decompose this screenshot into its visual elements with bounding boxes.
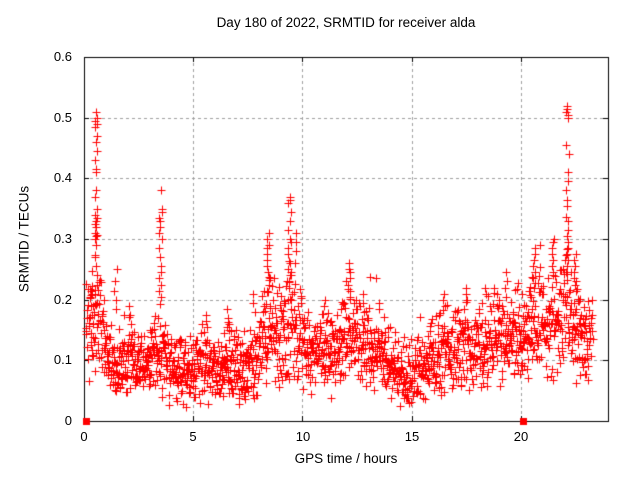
y-tick-label-0.6: 0.6: [53, 49, 72, 64]
x-tick-label-5: 5: [189, 429, 197, 444]
chart-title: Day 180 of 2022, SRMTID for receiver ald…: [216, 15, 476, 30]
x-tick-label-15: 15: [404, 429, 420, 444]
y-tick-label-0: 0: [64, 413, 72, 428]
y-tick-label-0.5: 0.5: [53, 110, 72, 125]
y-tick-label-0.3: 0.3: [53, 231, 72, 246]
y-tick-label-0.1: 0.1: [53, 352, 72, 367]
x-axis-label: GPS time / hours: [294, 451, 398, 466]
y-tick-label-0.4: 0.4: [53, 170, 72, 185]
x-tick-label-10: 10: [295, 429, 311, 444]
x-tick-label-20: 20: [513, 429, 529, 444]
y-tick-label-0.2: 0.2: [53, 292, 72, 307]
x-tick-label-0: 0: [80, 429, 88, 444]
